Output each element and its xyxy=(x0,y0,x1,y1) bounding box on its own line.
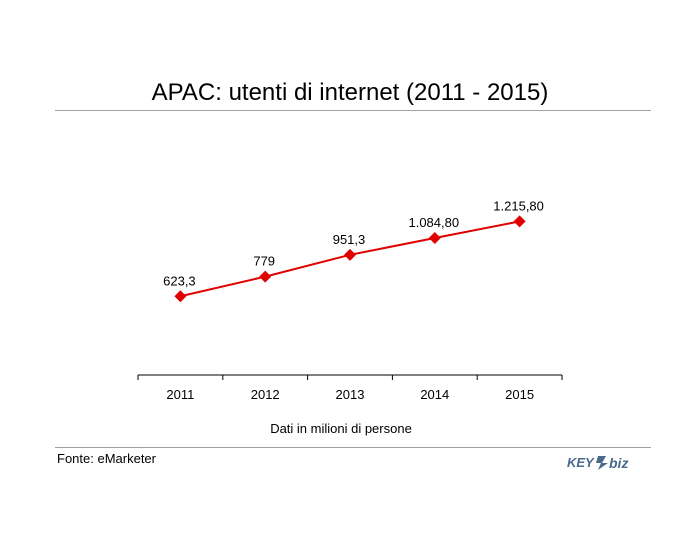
data-point-marker xyxy=(428,231,441,244)
series-marker-layer xyxy=(174,215,526,303)
data-point-marker xyxy=(344,248,356,261)
x-tick-label: 2015 xyxy=(505,387,534,402)
x-tick-label: 2014 xyxy=(420,387,449,402)
data-label: 779 xyxy=(253,254,275,269)
data-label: 1.215,80 xyxy=(493,198,544,213)
data-point-marker xyxy=(513,215,526,228)
data-label: 623,3 xyxy=(163,273,196,288)
key4biz-logo: KEY biz xyxy=(567,455,628,471)
x-axis: 2011 2012 2013 2014 2015 xyxy=(137,374,563,402)
data-label: 951,3 xyxy=(333,232,366,247)
source-note: Fonte: eMarketer xyxy=(57,451,156,466)
data-point-marker xyxy=(174,290,187,303)
x-tick-label: 2013 xyxy=(336,387,365,402)
line-chart: 2011 2012 2013 2014 2015 623,3 779 951,3 1.084,… xyxy=(137,198,563,436)
chart-title: APAC: utenti di internet (2011 - 2015) xyxy=(151,79,549,106)
x-tick-label: 2011 xyxy=(166,387,194,402)
data-label-layer: 623,3 779 951,3 1.084,80 1.215,80 xyxy=(163,198,544,288)
logo-text-left: KEY xyxy=(567,455,595,470)
footer-divider xyxy=(55,447,651,448)
x-axis-label: Dati in milioni di persone xyxy=(270,421,412,436)
data-label: 1.084,80 xyxy=(408,215,459,230)
data-point-marker xyxy=(259,270,272,283)
title-divider xyxy=(55,110,651,111)
x-tick-label: 2012 xyxy=(251,387,280,402)
logo-text-right: biz xyxy=(609,455,628,471)
logo-bolt-icon xyxy=(596,456,608,470)
